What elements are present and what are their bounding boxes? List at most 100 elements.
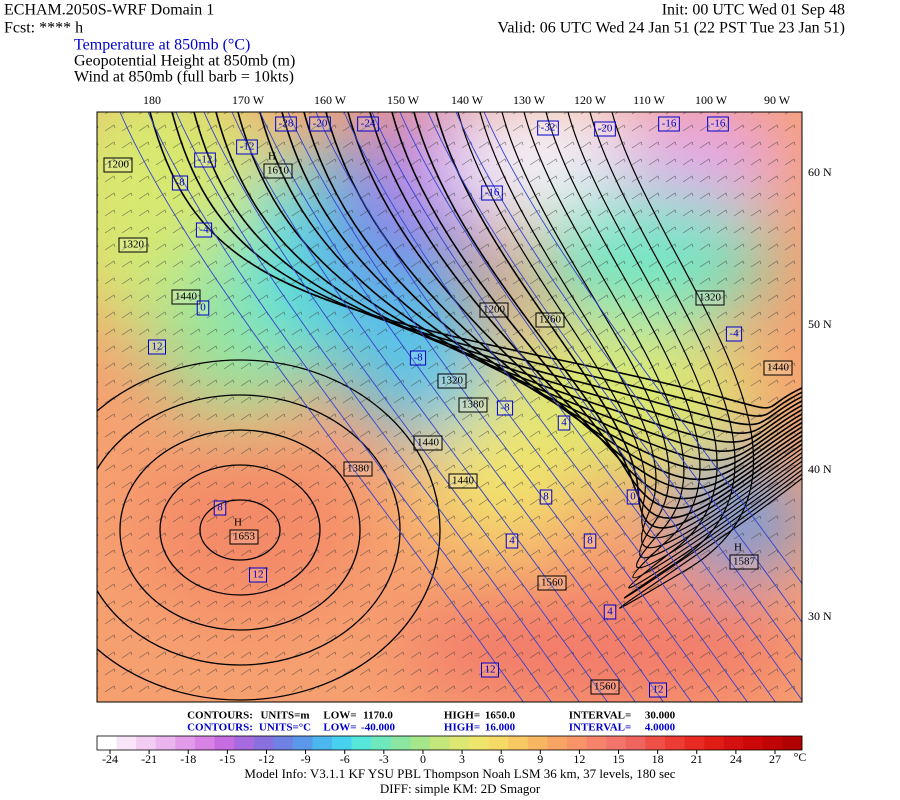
colorbar-cell	[723, 736, 744, 750]
height-contour	[215, 112, 802, 434]
colorbar-cell	[410, 736, 431, 750]
high-value: 1587	[733, 556, 756, 568]
colorbar-tick-label: 12	[573, 752, 585, 766]
contour-info: UNITS=°C	[259, 722, 311, 734]
colorbar-tick-label: -21	[141, 752, 157, 766]
temperature-label-box	[594, 121, 616, 137]
colorbar-cell	[214, 736, 235, 750]
temperature-contour	[231, 112, 636, 702]
colorbar-tick-label: -12	[258, 752, 274, 766]
height-label-box	[171, 289, 201, 305]
colorbar-tick-label: 6	[498, 752, 504, 766]
height-label-box	[535, 312, 565, 328]
longitude-label: 120 W	[574, 93, 607, 107]
colorbar-cell	[97, 736, 117, 750]
colorbar-tick-label: -3	[379, 752, 389, 766]
contour-info: 4.0000	[645, 722, 676, 734]
model-info: Model Info: V3.1.1 KF YSU PBL Thompson N…	[244, 766, 675, 781]
temperature-label: 0	[200, 302, 206, 314]
contour-info: UNITS=m	[260, 710, 309, 722]
temperature-label-box	[496, 400, 514, 416]
colorbar-tick-label: 21	[691, 752, 703, 766]
temperature-label: 4	[561, 417, 567, 429]
colorbar-tick-label: -18	[180, 752, 196, 766]
contour-info: 16.000	[485, 722, 516, 734]
map-field	[97, 112, 802, 702]
high-value-box	[263, 163, 293, 179]
diff-info: DIFF: simple KM: 2D Smagor	[380, 781, 541, 796]
high-value: 1610	[267, 165, 290, 177]
latitude-label: 30 N	[808, 609, 832, 623]
height-label: 1440	[417, 437, 440, 449]
temperature-label-box	[658, 116, 680, 132]
height-label: 1320	[441, 375, 464, 387]
height-label-box	[437, 373, 467, 389]
colorbar-cell	[449, 736, 470, 750]
temperature-label-box	[626, 489, 640, 505]
height-label-box	[103, 157, 133, 173]
colorbar-cell	[625, 736, 646, 750]
colorbar-cell	[429, 736, 450, 750]
temperature-contour	[259, 112, 664, 702]
height-label-box	[763, 360, 793, 376]
latitude-label: 60 N	[808, 165, 832, 179]
colorbar-tick-label: -15	[219, 752, 235, 766]
valid-time: Valid: 06 UTC Wed 24 Jan 51 (22 PST Tue …	[498, 20, 845, 37]
colorbar-cell	[606, 736, 627, 750]
colorbar-cell	[155, 736, 176, 750]
temperature-label: -8	[500, 402, 510, 414]
latitude-label: 50 N	[808, 317, 832, 331]
height-contour	[149, 112, 802, 409]
longitude-label: 150 W	[387, 93, 420, 107]
temperature-label-box	[249, 567, 267, 583]
longitude-label: 130 W	[513, 93, 546, 107]
height-contour	[523, 112, 802, 569]
temperature-label: -8	[413, 352, 423, 364]
colorbar-cell	[136, 736, 157, 750]
height-label: 1380	[347, 463, 370, 475]
height-label-box	[413, 435, 443, 451]
colorbar-cell	[194, 736, 215, 750]
high-value-box	[729, 554, 759, 570]
high-symbol: H	[734, 542, 742, 554]
colorbar-cell	[684, 736, 705, 750]
height-contour	[171, 112, 802, 417]
temperature-label: -24	[361, 118, 376, 130]
height-label-box	[695, 290, 725, 306]
temperature-label: 12	[653, 684, 664, 696]
height-contour	[413, 112, 802, 519]
height-label-box	[590, 679, 620, 695]
height-label: 1200	[107, 159, 130, 171]
colorbar-tick-label: -6	[340, 752, 350, 766]
colorbar-cell	[332, 736, 352, 750]
colorbar-cell	[488, 736, 509, 750]
temperature-label-box	[148, 339, 166, 355]
longitude-label: 160 W	[314, 93, 347, 107]
colorbar-tick-label: 3	[459, 752, 465, 766]
temperature-label: 8	[587, 535, 593, 547]
colorbar-cell	[253, 736, 274, 750]
colorbar-cell	[390, 736, 411, 750]
temperature-label-box	[213, 500, 227, 516]
temperature-label: -4	[729, 328, 739, 340]
colorbar-tick-label: 0	[420, 752, 426, 766]
colorbar-tick-label: 24	[730, 752, 742, 766]
height-label: 1560	[541, 577, 564, 589]
colorbar-cell	[743, 736, 764, 750]
colorbar-cell	[704, 736, 724, 750]
temperature-label-box	[409, 350, 427, 366]
colorbar-tick-label: 27	[769, 752, 781, 766]
temperature-label: -20	[598, 123, 613, 135]
contour-info: 1650.0	[485, 710, 516, 722]
contour-info: -40.000	[361, 722, 395, 734]
temperature-label-box	[537, 120, 559, 136]
temperature-contour	[427, 112, 802, 662]
height-contour	[281, 112, 802, 462]
longitude-label: 140 W	[451, 93, 484, 107]
high-value: 1653	[233, 531, 256, 543]
height-label: 1440	[452, 475, 475, 487]
contour-info: 1170.0	[363, 710, 393, 722]
colorbar-cell	[664, 736, 685, 750]
temperature-contour	[371, 112, 776, 702]
